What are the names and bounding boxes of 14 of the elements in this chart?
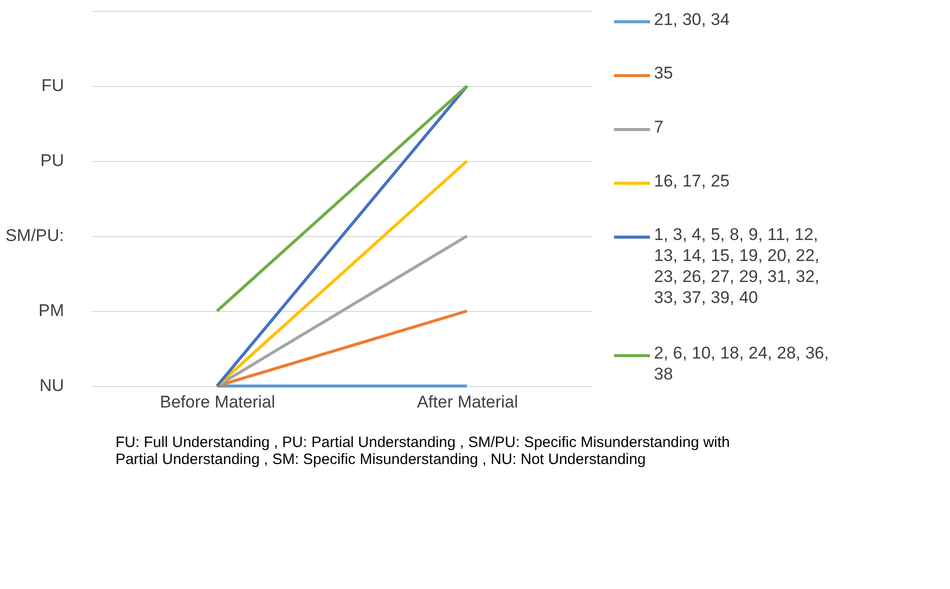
text: PM <box>38 301 64 320</box>
legend-label: 16, 17, 25 <box>654 171 730 190</box>
x-tick-label: Before Material <box>160 392 276 412</box>
legend-label: 2, 6, 10, 18, 24, 28, 36, 38 <box>654 344 829 384</box>
x-tick-label: After Material <box>416 392 518 412</box>
legend-label: 1, 3, 4, 5, 8, 9, 11, 12, 13, 14, 15, 19, 20, 22, 23, 26, 27, 29, 31, 32, 33, 37, 39, 40 <box>654 225 820 308</box>
legend-label: 21, 30, 34 <box>654 10 730 29</box>
text: SM/PU: <box>5 226 64 245</box>
text: FU <box>41 76 64 95</box>
text: PU <box>40 151 64 170</box>
text: NU <box>39 376 64 395</box>
text: FU: Full Understanding , PU: Partial Understanding , SM/PU: Specific Misunderstanding with Partial Understanding , SM: Specific Misunderstanding , NU: Not Understanding <box>115 434 730 468</box>
legend-label: 7 <box>654 117 664 136</box>
legend-label: 35 <box>654 64 673 83</box>
